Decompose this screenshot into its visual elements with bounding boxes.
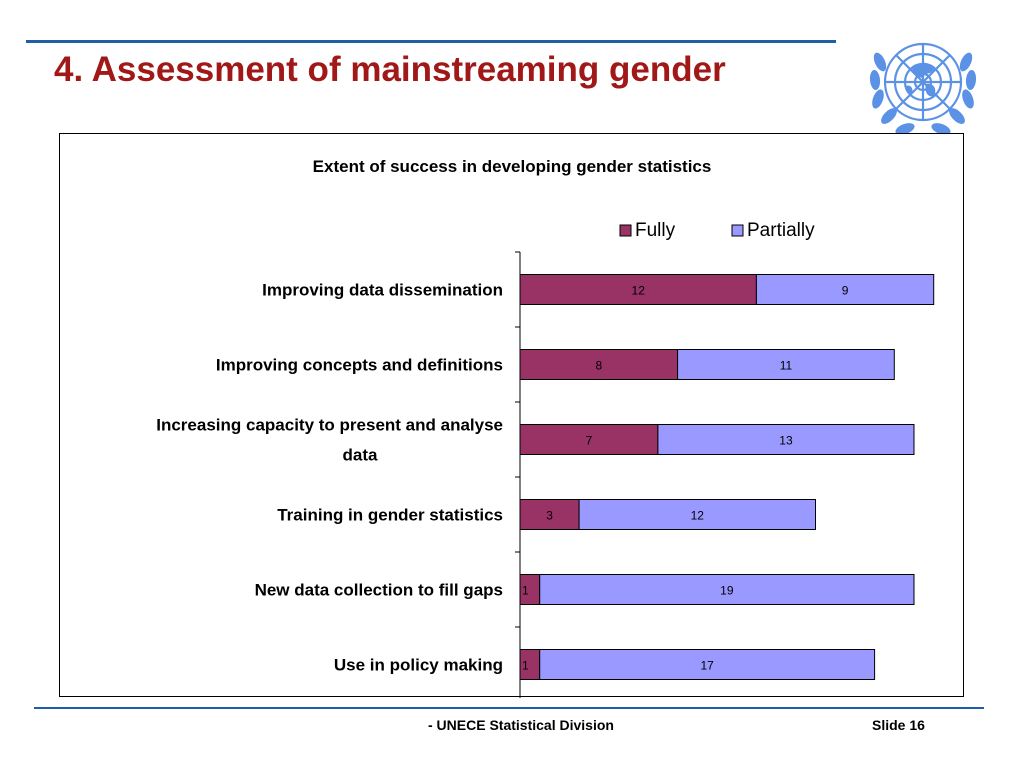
bar-partially: [755, 274, 935, 305]
data-label: 3: [546, 509, 553, 523]
category-label-line: data: [343, 446, 379, 465]
bottom-rule: [34, 707, 984, 709]
data-label: 12: [632, 284, 646, 298]
un-emblem-logo: [869, 42, 977, 142]
bar-partially: [657, 424, 915, 455]
slide-title: 4. Assessment of mainstreaming gender: [54, 50, 726, 89]
bar-fully: [519, 424, 659, 455]
data-label: 1: [522, 584, 529, 598]
legend-swatch-partially: [731, 224, 744, 237]
bar-fully: [519, 499, 580, 530]
legend-label: Fully: [635, 220, 676, 241]
data-label: 8: [595, 359, 602, 373]
bar-fully: [519, 349, 679, 380]
chart-frame: Extent of success in developing gender s…: [59, 133, 964, 698]
bar-partially: [677, 349, 895, 380]
data-label: 13: [779, 434, 793, 448]
bar-partially: [578, 499, 816, 530]
data-label: 9: [842, 284, 849, 298]
legend-label: Partially: [747, 220, 815, 241]
category-label: Increasing capacity to present and analy…: [156, 416, 503, 465]
category-label-line: Use in policy making: [334, 656, 503, 675]
top-rule: [26, 40, 836, 43]
category-label: Training in gender statistics: [277, 506, 503, 525]
category-label: New data collection to fill gaps: [255, 581, 503, 600]
data-label: 12: [691, 509, 705, 523]
category-label-line: Increasing capacity to present and analy…: [156, 416, 503, 435]
category-label-line: Improving concepts and definitions: [216, 356, 503, 375]
category-label-line: New data collection to fill gaps: [255, 581, 503, 600]
bar-fully: [519, 274, 757, 305]
category-label-line: Training in gender statistics: [277, 506, 503, 525]
data-label: 7: [586, 434, 593, 448]
category-label: Improving data dissemination: [262, 281, 503, 300]
data-label: 19: [720, 584, 734, 598]
bar-partially: [539, 574, 915, 605]
stacked-bar-chart: Extent of success in developing gender s…: [156, 157, 935, 698]
chart-legend: Fully Partially: [619, 220, 815, 241]
bar-partially: [539, 649, 876, 680]
data-label: 1: [522, 659, 529, 673]
category-label: Use in policy making: [334, 656, 503, 675]
footer-slide-number: Slide 16: [872, 717, 925, 733]
legend-swatch-fully: [619, 224, 632, 237]
plot-area: Improving data dissemination 12 9 Improving…: [156, 251, 935, 698]
category-label-line: Improving data dissemination: [262, 281, 503, 300]
data-label: 11: [780, 359, 793, 373]
category-label: Improving concepts and definitions: [216, 356, 503, 375]
chart-title: Extent of success in developing gender s…: [313, 157, 712, 176]
footer-organization: - UNECE Statistical Division: [428, 717, 614, 733]
data-label: 17: [700, 659, 714, 673]
